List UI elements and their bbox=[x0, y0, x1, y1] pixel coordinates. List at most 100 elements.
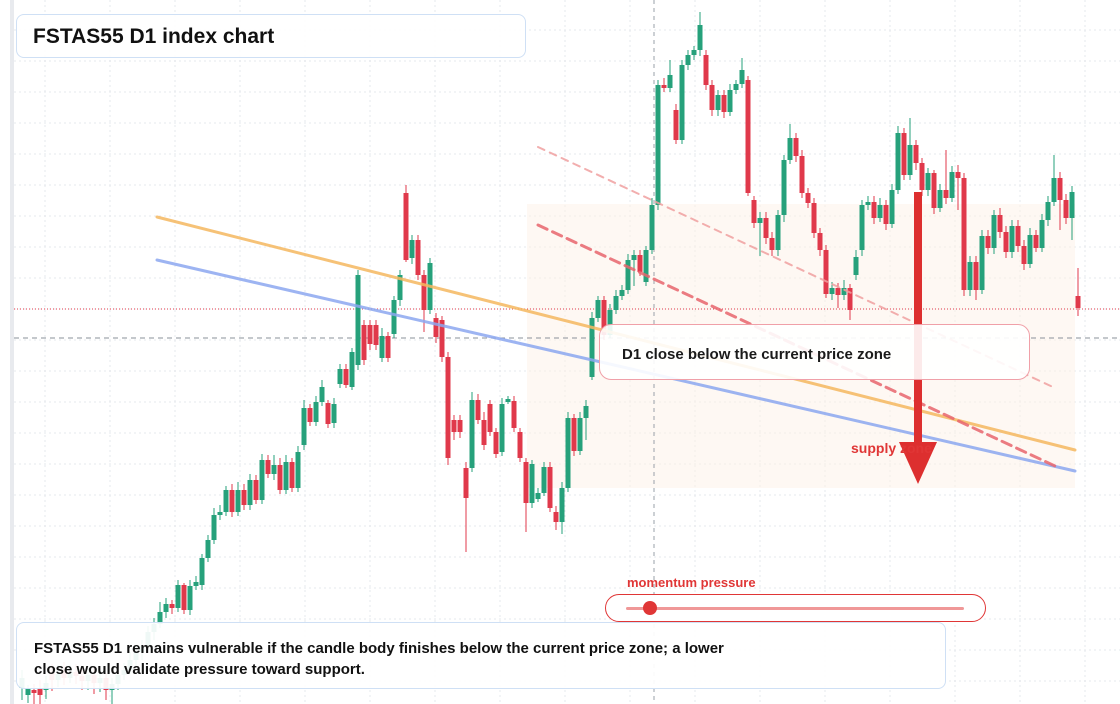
candle-body bbox=[763, 218, 769, 238]
candle-body bbox=[235, 490, 241, 512]
candle-body bbox=[745, 80, 751, 193]
candle-body bbox=[691, 50, 697, 55]
candle-body bbox=[685, 55, 691, 65]
candle-body bbox=[601, 300, 607, 335]
candle-body bbox=[451, 420, 457, 432]
candle-body bbox=[991, 215, 997, 248]
candle-body bbox=[607, 310, 613, 335]
candle-body bbox=[667, 75, 673, 88]
candle-body bbox=[229, 490, 235, 512]
candle-body bbox=[295, 452, 301, 488]
candle-body bbox=[283, 462, 289, 490]
candle-body bbox=[541, 467, 547, 493]
analysis-note-panel: FSTAS55 D1 remains vulnerable if the can… bbox=[16, 622, 946, 689]
candle-body bbox=[481, 420, 487, 445]
candle-body bbox=[1069, 192, 1075, 218]
candle-body bbox=[463, 468, 469, 498]
candle-body bbox=[655, 85, 661, 205]
candle-body bbox=[979, 236, 985, 290]
candle-body bbox=[355, 275, 361, 365]
candle-body bbox=[211, 515, 217, 540]
chart-title: FSTAS55 D1 index chart bbox=[33, 25, 275, 48]
candle-body bbox=[187, 586, 193, 610]
candle-body bbox=[331, 404, 337, 423]
candle-body bbox=[367, 325, 373, 344]
candle-body bbox=[811, 203, 817, 233]
candle-body bbox=[985, 236, 991, 248]
candle-body bbox=[307, 408, 313, 422]
candle-body bbox=[469, 400, 475, 468]
candle-body bbox=[835, 288, 841, 295]
candle-body bbox=[247, 480, 253, 505]
candle-body bbox=[643, 250, 649, 282]
candle-body bbox=[457, 420, 463, 432]
candle-body bbox=[895, 133, 901, 190]
candle-body bbox=[559, 488, 565, 522]
candle-body bbox=[943, 190, 949, 198]
candle-body bbox=[919, 163, 925, 190]
momentum-knob[interactable] bbox=[643, 601, 657, 615]
candle-body bbox=[415, 240, 421, 275]
candle-body bbox=[391, 300, 397, 334]
candle-body bbox=[475, 400, 481, 420]
candle-body bbox=[553, 512, 559, 522]
candle-body bbox=[409, 240, 415, 258]
candle-body bbox=[673, 110, 679, 140]
candle-body bbox=[511, 401, 517, 428]
candle-body bbox=[871, 202, 877, 218]
candle-body bbox=[961, 178, 967, 290]
candle-body bbox=[853, 257, 859, 275]
candle-body bbox=[907, 145, 913, 175]
candle-body bbox=[775, 215, 781, 250]
candle-body bbox=[757, 218, 763, 223]
candle-body bbox=[925, 173, 931, 190]
candle-body bbox=[967, 262, 973, 290]
candle-body bbox=[1057, 178, 1063, 200]
candle-body bbox=[1009, 226, 1015, 252]
candle-body bbox=[793, 138, 799, 156]
candle-body bbox=[715, 95, 721, 110]
candle-body bbox=[361, 325, 367, 360]
candle-body bbox=[385, 336, 391, 358]
chart-left-border bbox=[10, 0, 14, 704]
candle-body bbox=[523, 462, 529, 503]
candle-body bbox=[589, 318, 595, 377]
candle-body bbox=[175, 585, 181, 608]
candle-body bbox=[637, 255, 643, 272]
candle-body bbox=[847, 288, 853, 310]
candle-body bbox=[721, 95, 727, 112]
candle-body bbox=[1015, 226, 1021, 246]
candle-body bbox=[1021, 246, 1027, 264]
candle-body bbox=[829, 288, 835, 294]
candle-body bbox=[901, 133, 907, 175]
candle-body bbox=[619, 290, 625, 296]
candle-body bbox=[697, 25, 703, 50]
candle-body bbox=[493, 432, 499, 454]
candle-body bbox=[997, 215, 1003, 232]
candle-body bbox=[265, 460, 271, 474]
momentum-gauge bbox=[605, 594, 986, 622]
candle-body bbox=[517, 432, 523, 458]
candle-body bbox=[499, 404, 505, 452]
candle-body bbox=[973, 262, 979, 290]
candle-body bbox=[277, 465, 283, 490]
candle-body bbox=[703, 55, 709, 85]
candle-body bbox=[1039, 220, 1045, 248]
candle-body bbox=[889, 190, 895, 224]
candle-body bbox=[865, 202, 871, 205]
candle-body bbox=[709, 85, 715, 110]
candle-body bbox=[937, 190, 943, 208]
candle-body bbox=[583, 406, 589, 418]
candle-body bbox=[205, 540, 211, 558]
candle-body bbox=[223, 490, 229, 512]
candle-body bbox=[817, 233, 823, 250]
candle-body bbox=[181, 585, 187, 610]
candle-body bbox=[31, 690, 37, 693]
candle-body bbox=[733, 84, 739, 90]
candle-body bbox=[241, 490, 247, 505]
price-zone-callout: D1 close below the current price zone bbox=[599, 324, 1030, 380]
candle-body bbox=[397, 275, 403, 300]
candle-body bbox=[199, 558, 205, 585]
candle-body bbox=[1045, 202, 1051, 220]
candle-body bbox=[1063, 200, 1069, 218]
